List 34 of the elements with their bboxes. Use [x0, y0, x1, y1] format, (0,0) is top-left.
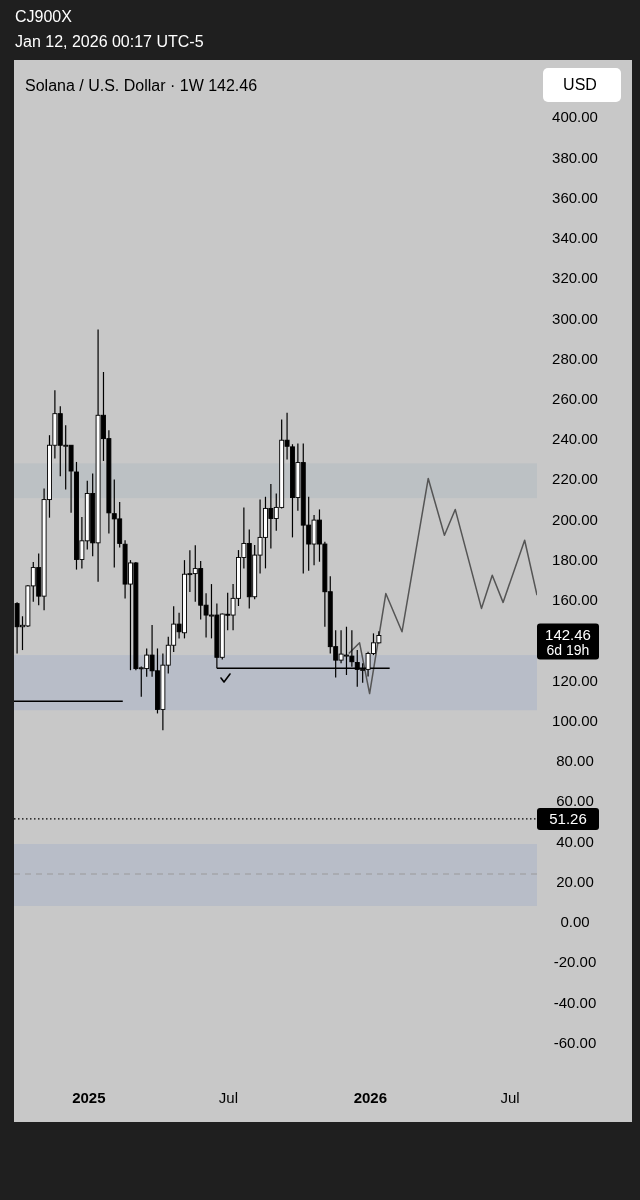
x-tick-label: 2025 — [72, 1089, 106, 1106]
y-tick-label: 300.00 — [552, 309, 598, 327]
y-tick-label: 160.00 — [552, 591, 598, 609]
y-tick-label: -60.00 — [553, 1033, 597, 1051]
text: USD — [563, 76, 597, 93]
text: Solana / U.S. Dollar · 1W 142.46 — [25, 77, 258, 94]
y-tick-label: 400.00 — [552, 108, 598, 126]
ref-line-label: 51.26 — [549, 810, 587, 828]
y-tick-label: 340.00 — [552, 229, 598, 247]
x-tick-label: Jul — [218, 1089, 239, 1106]
y-tick-label: 240.00 — [552, 430, 598, 448]
y-tick-label: -40.00 — [553, 993, 597, 1011]
y-tick-label: 320.00 — [552, 269, 598, 287]
y-tick-label: 100.00 — [552, 711, 598, 729]
y-tick-label: 220.00 — [552, 470, 598, 488]
y-tick-label: 80.00 — [556, 752, 594, 770]
text: Jan 12, 2026 00:17 UTC-5 — [15, 33, 204, 50]
y-tick-label: 380.00 — [552, 148, 598, 166]
y-tick-label: 180.00 — [552, 550, 598, 568]
y-tick-label: 120.00 — [552, 671, 598, 689]
y-tick-label: 200.00 — [552, 510, 598, 528]
text: 6d 19h — [546, 642, 590, 659]
text: 142.46 — [545, 626, 591, 644]
y-tick-label: 260.00 — [552, 389, 598, 407]
text: CJ900X — [15, 8, 73, 25]
y-tick-label: 360.00 — [552, 188, 598, 206]
y-tick-label: 280.00 — [552, 349, 598, 367]
y-tick-label: -20.00 — [553, 953, 597, 971]
x-tick-label: 2026 — [353, 1089, 388, 1106]
y-tick-label: 20.00 — [556, 872, 594, 890]
y-tick-label: 0.00 — [560, 913, 590, 931]
y-tick-label: 40.00 — [556, 832, 594, 850]
x-tick-label: Jul — [500, 1089, 520, 1106]
y-tick-label: 60.00 — [556, 792, 594, 810]
